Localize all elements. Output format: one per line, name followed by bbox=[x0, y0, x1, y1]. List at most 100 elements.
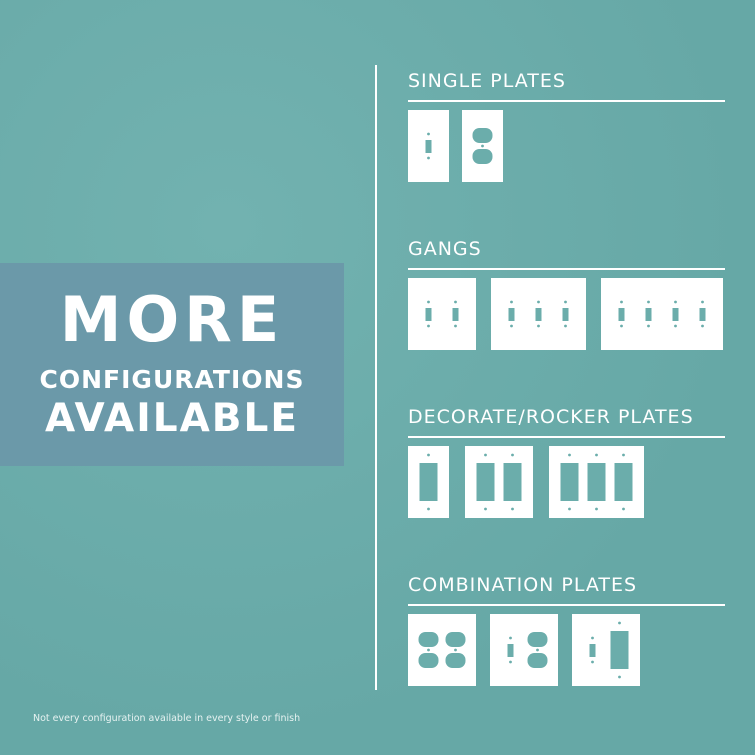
plate-row bbox=[408, 278, 725, 350]
wall-plate bbox=[462, 110, 503, 182]
plate-body bbox=[572, 614, 640, 686]
plate-body bbox=[408, 614, 476, 686]
wall-plate bbox=[408, 110, 449, 182]
outlet-icon bbox=[418, 653, 439, 668]
screw-icon bbox=[568, 507, 571, 511]
screw-icon bbox=[674, 300, 677, 304]
screw-icon bbox=[568, 453, 571, 457]
toggle-switch-icon bbox=[562, 308, 569, 321]
toggle-switch-icon bbox=[425, 140, 432, 153]
screw-icon bbox=[427, 300, 430, 304]
section-rule bbox=[408, 268, 725, 270]
screw-icon bbox=[511, 453, 514, 457]
screw-icon bbox=[591, 636, 594, 640]
section-title: COMBINATION PLATES bbox=[408, 574, 638, 596]
outlet-icon bbox=[418, 632, 439, 647]
screw-icon bbox=[484, 507, 487, 511]
screw-icon bbox=[564, 324, 567, 328]
plate-row bbox=[408, 614, 725, 686]
section-rule bbox=[408, 100, 725, 102]
toggle-switch-icon bbox=[535, 308, 542, 321]
rocker-switch-icon bbox=[419, 463, 438, 501]
plate-body bbox=[465, 446, 533, 518]
wall-plate bbox=[408, 278, 476, 350]
section-gangs: GANGS bbox=[408, 238, 725, 350]
section-decorate-rocker: DECORATE/ROCKER PLATES bbox=[408, 406, 725, 518]
section-rule bbox=[408, 604, 725, 606]
screw-icon bbox=[622, 453, 625, 457]
screw-icon bbox=[509, 636, 512, 640]
screw-icon bbox=[647, 324, 650, 328]
screw-icon bbox=[647, 300, 650, 304]
rocker-switch-icon bbox=[503, 463, 522, 501]
screw-icon bbox=[427, 324, 430, 328]
screw-icon bbox=[701, 300, 704, 304]
wall-plate bbox=[465, 446, 533, 518]
screw-icon bbox=[510, 300, 513, 304]
wall-plate bbox=[601, 278, 723, 350]
wall-plate bbox=[572, 614, 640, 686]
plate-body bbox=[490, 614, 558, 686]
outlet-icon bbox=[445, 653, 466, 668]
rocker-switch-icon bbox=[587, 463, 606, 501]
screw-icon bbox=[537, 300, 540, 304]
rocker-switch-icon bbox=[610, 631, 629, 669]
screw-icon bbox=[591, 660, 594, 664]
section-title: DECORATE/ROCKER PLATES bbox=[408, 406, 694, 428]
screw-icon bbox=[427, 453, 430, 457]
screw-icon bbox=[674, 324, 677, 328]
screw-icon bbox=[564, 300, 567, 304]
toggle-switch-icon bbox=[589, 644, 596, 657]
wall-plate bbox=[549, 446, 644, 518]
screw-icon bbox=[536, 648, 539, 652]
wall-plate bbox=[491, 278, 586, 350]
section-combination: COMBINATION PLATES bbox=[408, 574, 725, 686]
outlet-icon bbox=[527, 653, 548, 668]
screw-icon bbox=[620, 324, 623, 328]
toggle-switch-icon bbox=[508, 308, 515, 321]
screw-icon bbox=[427, 507, 430, 511]
rocker-switch-icon bbox=[476, 463, 495, 501]
promo-subline-2: AVAILABLE bbox=[44, 396, 300, 441]
screw-icon bbox=[618, 675, 621, 679]
toggle-switch-icon bbox=[699, 308, 706, 321]
section-single-plates: SINGLE PLATES bbox=[408, 70, 725, 182]
outlet-icon bbox=[527, 632, 548, 647]
wall-plate bbox=[408, 446, 449, 518]
wall-plate bbox=[408, 614, 476, 686]
screw-icon bbox=[427, 156, 430, 160]
screw-icon bbox=[510, 324, 513, 328]
toggle-switch-icon bbox=[645, 308, 652, 321]
toggle-switch-icon bbox=[452, 308, 459, 321]
section-rule bbox=[408, 436, 725, 438]
promo-headline: MORE bbox=[59, 283, 285, 356]
screw-icon bbox=[595, 507, 598, 511]
toggle-switch-icon bbox=[425, 308, 432, 321]
plate-body bbox=[408, 278, 476, 350]
screw-icon bbox=[454, 648, 457, 652]
screw-icon bbox=[620, 300, 623, 304]
screw-icon bbox=[537, 324, 540, 328]
outlet-icon bbox=[445, 632, 466, 647]
promo-banner: MORE CONFIGURATIONS AVAILABLE bbox=[0, 263, 344, 466]
outlet-icon bbox=[472, 149, 493, 164]
rocker-switch-icon bbox=[560, 463, 579, 501]
screw-icon bbox=[511, 507, 514, 511]
plate-row bbox=[408, 446, 725, 518]
outlet-icon bbox=[472, 128, 493, 143]
screw-icon bbox=[701, 324, 704, 328]
screw-icon bbox=[509, 660, 512, 664]
screw-icon bbox=[427, 648, 430, 652]
screw-icon bbox=[484, 453, 487, 457]
plate-row bbox=[408, 110, 725, 182]
screw-icon bbox=[481, 144, 484, 148]
toggle-switch-icon bbox=[618, 308, 625, 321]
wall-plate bbox=[490, 614, 558, 686]
screw-icon bbox=[595, 453, 598, 457]
screw-icon bbox=[622, 507, 625, 511]
screw-icon bbox=[454, 300, 457, 304]
toggle-switch-icon bbox=[507, 644, 514, 657]
section-title: GANGS bbox=[408, 238, 482, 260]
rocker-switch-icon bbox=[614, 463, 633, 501]
screw-icon bbox=[454, 324, 457, 328]
